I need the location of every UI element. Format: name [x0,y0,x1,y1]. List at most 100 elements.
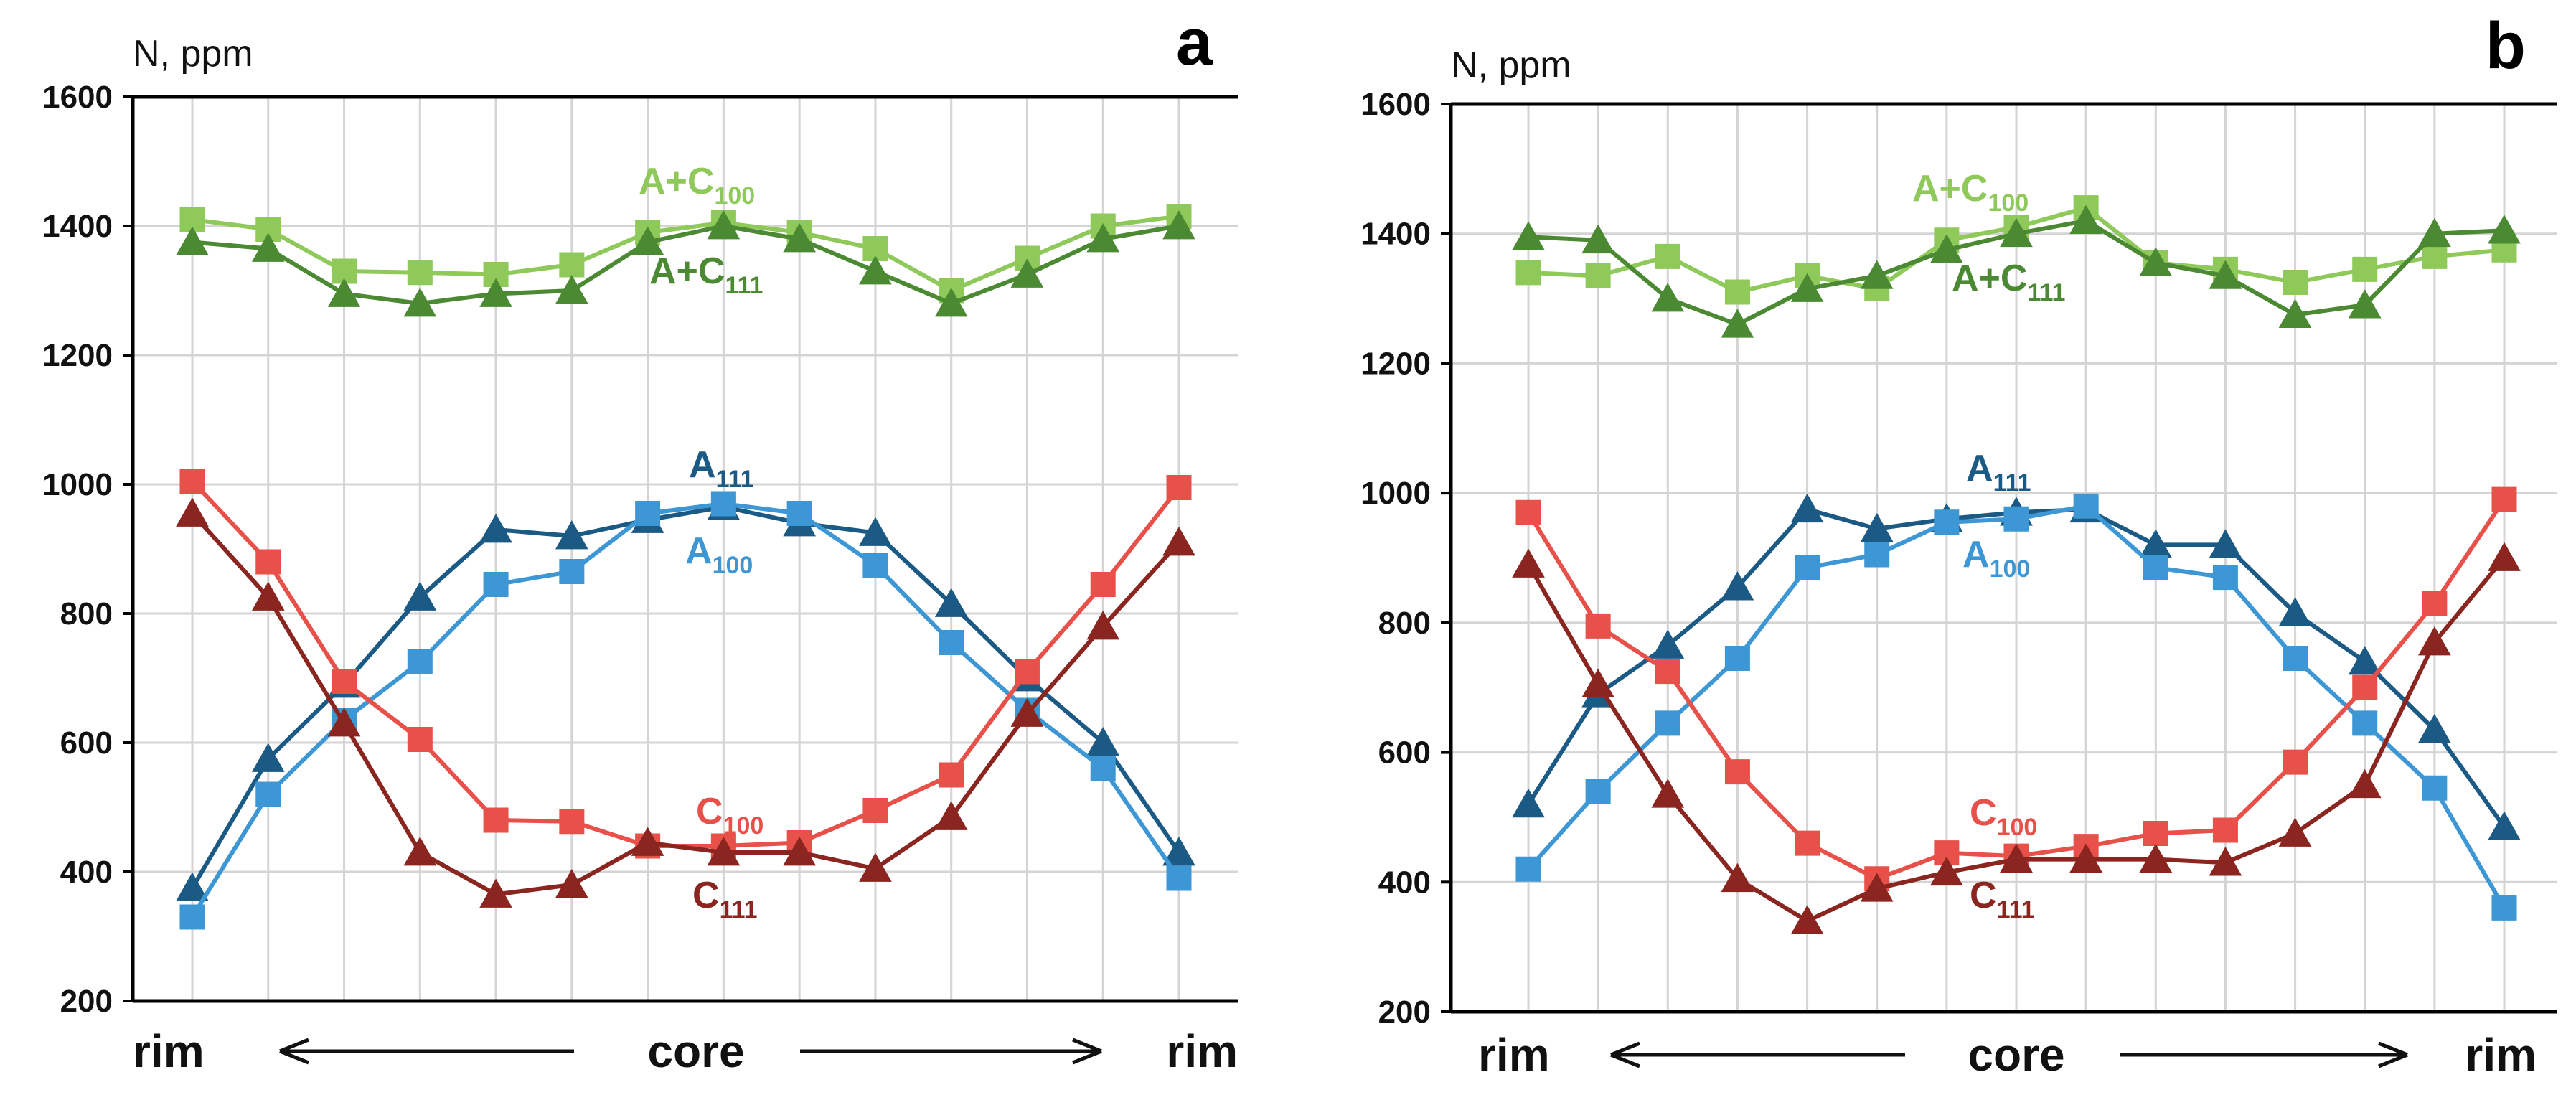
y-tick-label: 200 [60,984,113,1019]
data-point-a100 [2491,895,2517,921]
data-point-a111 [1790,493,1824,523]
arrow-right-head-icon [2378,1041,2408,1068]
series-line-a100 [190,502,1181,918]
data-point-ac100 [559,252,585,278]
data-point-c111 [1930,856,1963,886]
data-point-ac111 [176,226,209,255]
series-label-main: A [689,444,716,486]
data-point-a100 [1655,710,1680,736]
data-point-c111 [555,868,588,898]
data-point-a111 [859,517,892,546]
y-tick-label: 400 [60,855,113,890]
series-label-main: C [692,875,720,916]
data-point-c111 [1651,779,1685,808]
data-point-ac111 [479,278,512,307]
data-point-c100 [1585,613,1611,639]
data-point-c111 [1581,668,1614,698]
data-point-c111 [479,878,512,908]
data-point-a111 [934,588,968,617]
data-point-ac111 [707,210,741,240]
series-label-subscript: 100 [723,812,764,840]
series-label-subscript: 100 [1990,555,2031,583]
data-point-ac100 [255,217,281,242]
data-point-a100 [1934,509,1960,535]
series-label-subscript: 111 [720,896,758,923]
series-label-ac111: A+C111 [1952,258,2065,306]
data-point-ac111 [1860,260,1894,289]
data-point-c111 [2488,542,2521,571]
arrow-right-head-icon [1072,1038,1102,1065]
data-point-c111 [327,707,361,737]
data-point-c111 [176,497,209,527]
y-tick-label: 200 [1378,995,1431,1030]
series-a111: A111 [176,444,1195,901]
data-point-ac100 [483,262,509,287]
data-point-ac111 [859,255,892,285]
data-point-c100 [332,669,357,694]
data-point-a100 [939,630,964,655]
data-point-c111 [783,836,817,866]
data-point-ac111 [1721,309,1754,338]
data-point-c100 [1515,499,1541,525]
data-point-ac111 [934,287,968,317]
data-point-c100 [559,809,585,835]
y-tick-label: 400 [1378,865,1431,900]
data-point-a100 [255,781,281,807]
panel-label: b [2486,9,2526,83]
data-point-c111 [859,852,892,882]
data-point-ac111 [2348,289,2382,319]
data-point-c111 [2278,817,2312,847]
data-point-a100 [2073,493,2099,519]
data-point-ac111 [2488,215,2521,244]
data-point-ac111 [1086,222,1120,253]
series-label-subscript: 100 [1997,814,2038,841]
data-point-c100 [2422,591,2448,616]
data-point-c100 [255,549,281,575]
data-point-c100 [2352,674,2378,700]
data-point-a100 [483,572,509,597]
data-point-a111 [555,520,588,550]
data-point-a100 [1864,542,1890,568]
data-point-c111 [1860,873,1894,902]
data-point-ac111 [1162,210,1195,240]
data-point-c100 [2283,749,2308,775]
data-point-ac111 [2278,298,2312,329]
arrow-left-head-icon [279,1038,309,1065]
data-point-c111 [1790,905,1824,934]
series-label-subscript: 111 [1997,896,2035,923]
series-line-ac111 [192,224,1180,306]
data-point-ac100 [2283,269,2308,295]
y-axis-title: N, ppm [133,33,253,75]
data-point-a100 [2352,710,2378,736]
data-point-ac100 [1724,279,1750,305]
data-point-a100 [2143,555,2168,580]
y-tick-label: 1400 [1360,217,1431,252]
data-point-a100 [559,559,585,584]
y-tick-label: 1000 [42,467,113,502]
data-point-c100 [1655,659,1680,685]
data-point-ac111 [327,278,361,307]
y-tick-label: 1600 [1360,87,1431,122]
data-point-a111 [1651,629,1685,659]
series-label-main: A+C [639,161,714,202]
series-label-main: A [685,530,713,572]
series-label-subscript: 111 [716,466,754,493]
series-label-main: C [1970,875,1997,916]
data-point-a100 [2003,506,2029,532]
series-label-subscript: 111 [725,272,763,299]
data-point-a100 [2212,565,2238,591]
data-point-ac111 [631,226,664,255]
data-point-a111 [1086,726,1120,756]
series-label-a100: A100 [685,530,753,579]
data-point-ac111 [1512,221,1545,250]
series-label-subscript: 111 [1993,469,2031,497]
data-point-ac111 [2069,205,2102,234]
data-point-a100 [862,553,888,578]
data-point-a111 [2209,529,2242,558]
data-point-ac111 [2139,247,2173,276]
data-point-c111 [2348,768,2382,799]
series-label-main: C [1970,792,1997,834]
